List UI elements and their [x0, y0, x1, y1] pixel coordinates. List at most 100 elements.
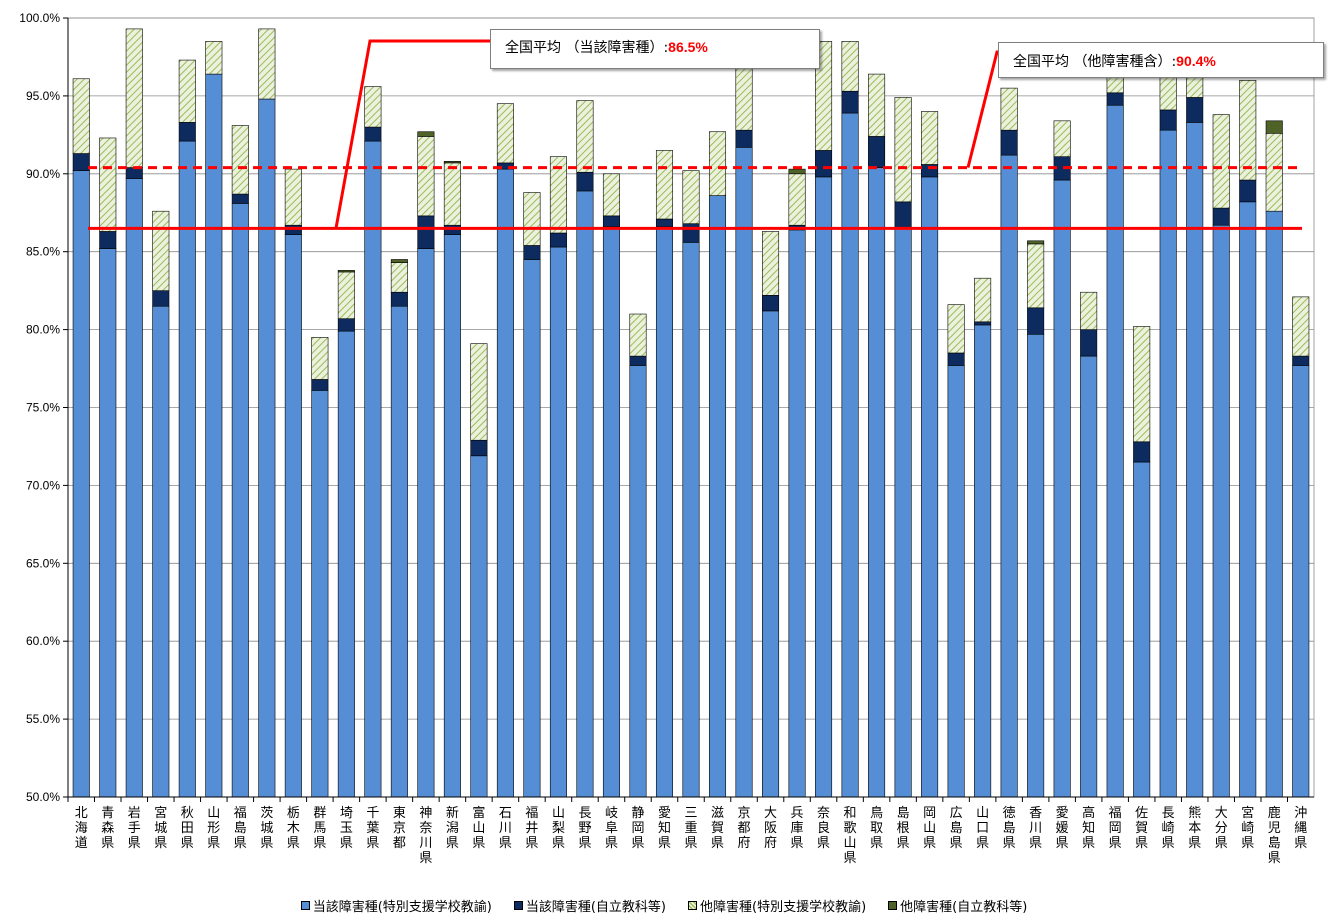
bar-segment — [443, 224, 461, 235]
bar-segment — [1186, 122, 1204, 798]
x-tick-label: 秋田県 — [181, 806, 194, 851]
callout-leader-same-type — [334, 39, 490, 229]
bar-segment — [576, 100, 594, 173]
x-tick-label: 富山県 — [472, 805, 485, 851]
y-axis: 50.0% 55.0% 60.0% 65.0% 70.0% 75.0% 80.0% 85.0%… — [19, 11, 69, 804]
bar-segment — [443, 234, 461, 798]
bar-segment — [894, 97, 912, 203]
x-tick-label: 京都府 — [738, 806, 751, 851]
bar-segment — [125, 167, 143, 179]
bar-segment — [311, 337, 329, 380]
legend-swatch — [688, 901, 697, 910]
bar-segment — [735, 61, 753, 131]
bar-segment — [1159, 129, 1177, 798]
x-tick-label: 鳥取県 — [870, 806, 883, 851]
y-tick-label: 100.0% — [19, 11, 60, 25]
bar-segment — [231, 193, 249, 204]
bar-segment — [1212, 207, 1230, 226]
bar-segment — [152, 305, 170, 798]
bar-segment — [152, 290, 170, 307]
x-tick-label: 香川県 — [1029, 806, 1042, 851]
x-tick-label: 大阪府 — [764, 806, 777, 851]
x-tick-label: 千葉県 — [366, 806, 379, 851]
x-tick-label: 長野県 — [578, 806, 591, 851]
bar-segment — [868, 167, 886, 798]
y-tick-label: 85.0% — [26, 245, 60, 259]
bar-segment — [72, 153, 90, 171]
bar-segment — [1027, 307, 1045, 335]
bar-segment — [868, 136, 886, 168]
y-tick-label: 65.0% — [26, 556, 60, 570]
bar-segment — [1133, 441, 1151, 463]
bar-segment — [1212, 224, 1230, 798]
bar-segment — [284, 234, 302, 798]
bar-segment — [1053, 179, 1071, 798]
bar-segment — [1106, 76, 1124, 94]
bar-segment — [337, 271, 355, 319]
bar-segment — [576, 190, 594, 798]
bar-segment — [1292, 355, 1310, 366]
bar-segment — [549, 232, 567, 248]
bar-segment — [496, 168, 514, 798]
x-tick-label: 静岡県 — [631, 806, 644, 851]
bar-segment — [735, 129, 753, 148]
bar-segment — [125, 28, 143, 168]
x-tick-label: 福島県 — [234, 806, 247, 851]
x-tick-label: 群馬県 — [313, 806, 326, 851]
legend-label: 当該障害種(自立教科等) — [525, 900, 666, 915]
bar-segment — [205, 73, 223, 798]
bar-segment — [496, 103, 514, 164]
bars — [72, 28, 1310, 798]
bar-segment — [815, 150, 833, 178]
bar-segment — [682, 242, 700, 798]
bar-segment — [549, 246, 567, 798]
y-tick-label: 90.0% — [26, 167, 60, 181]
x-tick-label: 広島県 — [950, 806, 963, 851]
bar-segment — [205, 41, 223, 75]
x-tick-label: 熊本県 — [1188, 805, 1201, 851]
bar-segment — [974, 324, 992, 798]
callout-label: 全国平均 （当該障害種）: — [505, 40, 669, 56]
x-tick-label: 山形県 — [207, 806, 220, 851]
x-tick-label: 北海道 — [75, 806, 88, 851]
bar-segment — [1027, 240, 1045, 245]
bar-segment — [655, 218, 674, 228]
bar-segment — [894, 201, 912, 229]
bar-segment — [99, 231, 117, 249]
bar-segment — [99, 137, 117, 232]
bar-segment — [178, 122, 196, 142]
bar-segment — [947, 352, 965, 366]
legend-label: 当該障害種(特別支援学校教諭) — [312, 900, 492, 915]
bar-segment — [125, 178, 143, 798]
x-tick-label: 石川県 — [499, 806, 512, 851]
bar-segment — [1265, 132, 1283, 212]
bar-segment — [417, 136, 435, 217]
bar-segment — [258, 98, 276, 798]
bar-segment — [523, 245, 541, 260]
x-tick-label: 岡山県 — [923, 806, 936, 851]
x-tick-label: 三重県 — [684, 806, 697, 851]
y-tick-label: 60.0% — [26, 634, 60, 648]
x-tick-label: 愛媛県 — [1056, 806, 1069, 851]
x-tick-label: 高知県 — [1082, 805, 1095, 851]
callout-value: 90.4% — [1176, 53, 1216, 69]
legend-swatch — [888, 901, 898, 910]
bar-segment — [311, 379, 329, 391]
bar-segment — [364, 86, 382, 128]
bar-segment — [311, 390, 329, 798]
bar-segment — [443, 162, 461, 226]
bar-segment — [815, 176, 833, 798]
x-tick-label: 和歌山県 — [844, 806, 857, 866]
bar-segment — [364, 140, 382, 798]
legend-item: 他障害種(特別支援学校教諭) — [688, 896, 866, 915]
bar-segment — [390, 305, 408, 798]
bar-segment — [974, 321, 992, 326]
bar-segment — [523, 192, 541, 246]
bar-segment — [152, 210, 170, 291]
bar-segment — [788, 168, 806, 175]
x-tick-label: 新潟県 — [446, 805, 459, 851]
legend-item: 当該障害種(特別支援学校教諭) — [300, 896, 492, 915]
x-tick-label: 長崎県 — [1162, 806, 1175, 851]
